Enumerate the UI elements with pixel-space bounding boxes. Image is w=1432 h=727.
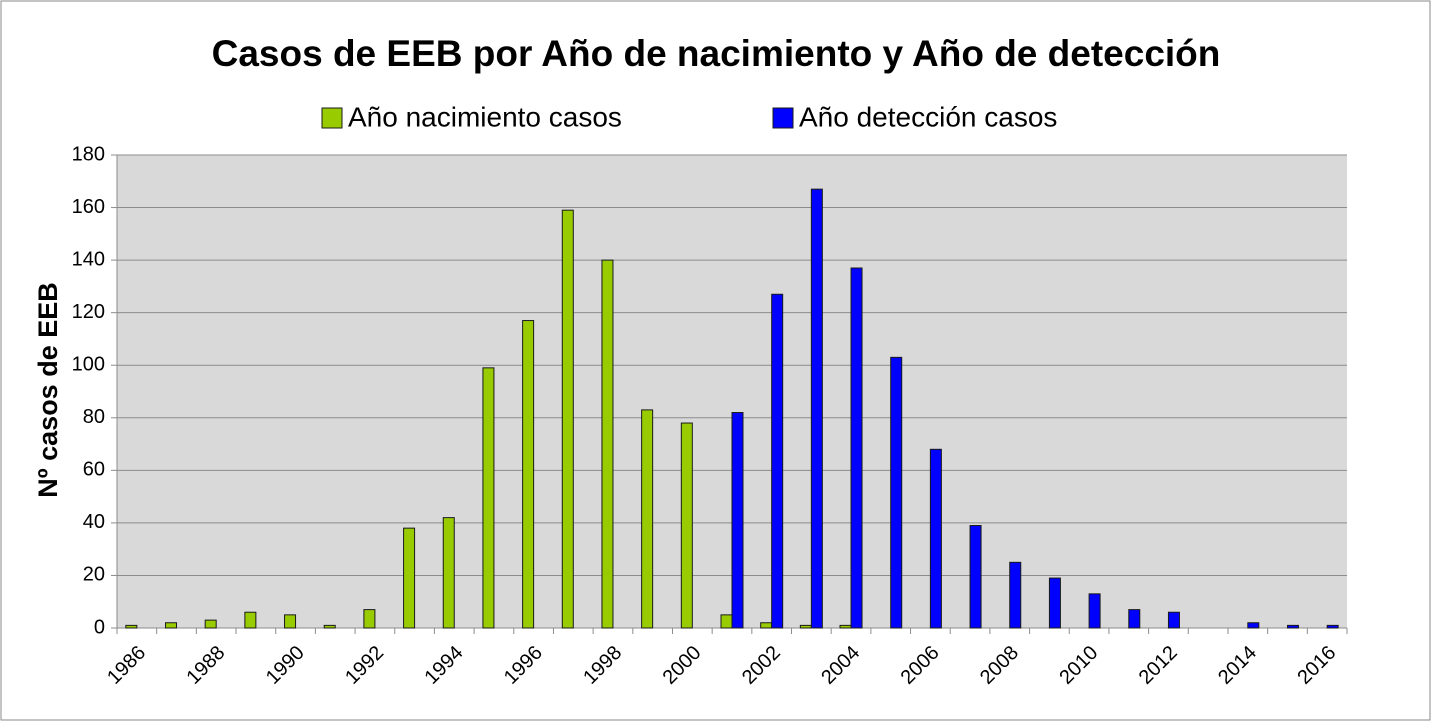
- bar: [680, 422, 693, 629]
- bar: [641, 409, 654, 629]
- bar: [969, 525, 982, 629]
- y-tick-label: 80: [83, 406, 105, 428]
- y-tick-label: 140: [72, 248, 105, 270]
- legend-label: Año detección casos: [799, 101, 1057, 132]
- bar: [1128, 609, 1141, 629]
- bar: [125, 624, 138, 629]
- bar: [284, 614, 297, 629]
- bar: [731, 412, 744, 629]
- bar: [244, 611, 257, 629]
- bar: [850, 267, 863, 629]
- bar: [839, 624, 852, 629]
- bar: [760, 622, 773, 629]
- y-tick-label: 100: [72, 354, 105, 376]
- chart-title: Casos de EEB por Año de nacimiento y Año…: [212, 33, 1221, 74]
- bar: [1247, 622, 1260, 629]
- bar: [323, 624, 336, 629]
- y-tick-label: 160: [72, 196, 105, 218]
- y-axis-label: Nº casos de EEB: [33, 282, 63, 497]
- bar: [522, 320, 535, 629]
- legend-label: Año nacimiento casos: [348, 101, 622, 132]
- bar: [204, 619, 217, 629]
- y-tick-label: 20: [83, 564, 105, 586]
- bar: [561, 209, 574, 629]
- bar: [363, 609, 376, 629]
- bar: [403, 527, 416, 629]
- bar: [1009, 561, 1022, 629]
- y-tick-label: 0: [94, 616, 105, 638]
- bar: [890, 356, 903, 629]
- bar: [601, 259, 614, 629]
- bar: [1326, 624, 1339, 629]
- bar: [720, 614, 733, 629]
- bar: [1286, 624, 1299, 629]
- legend-swatch: [772, 107, 794, 129]
- bar: [1167, 611, 1180, 629]
- bar: [810, 188, 823, 629]
- bar: [165, 622, 178, 629]
- bar: [482, 367, 495, 629]
- legend-swatch: [321, 107, 343, 129]
- bar: [1048, 577, 1061, 629]
- y-tick-label: 120: [72, 301, 105, 323]
- bar: [771, 293, 784, 629]
- y-tick-label: 40: [83, 511, 105, 533]
- bar: [442, 517, 455, 629]
- bar: [1088, 593, 1101, 629]
- y-tick-label: 180: [72, 143, 105, 165]
- bar: [799, 624, 812, 629]
- y-tick-label: 60: [83, 459, 105, 481]
- bar: [929, 448, 942, 629]
